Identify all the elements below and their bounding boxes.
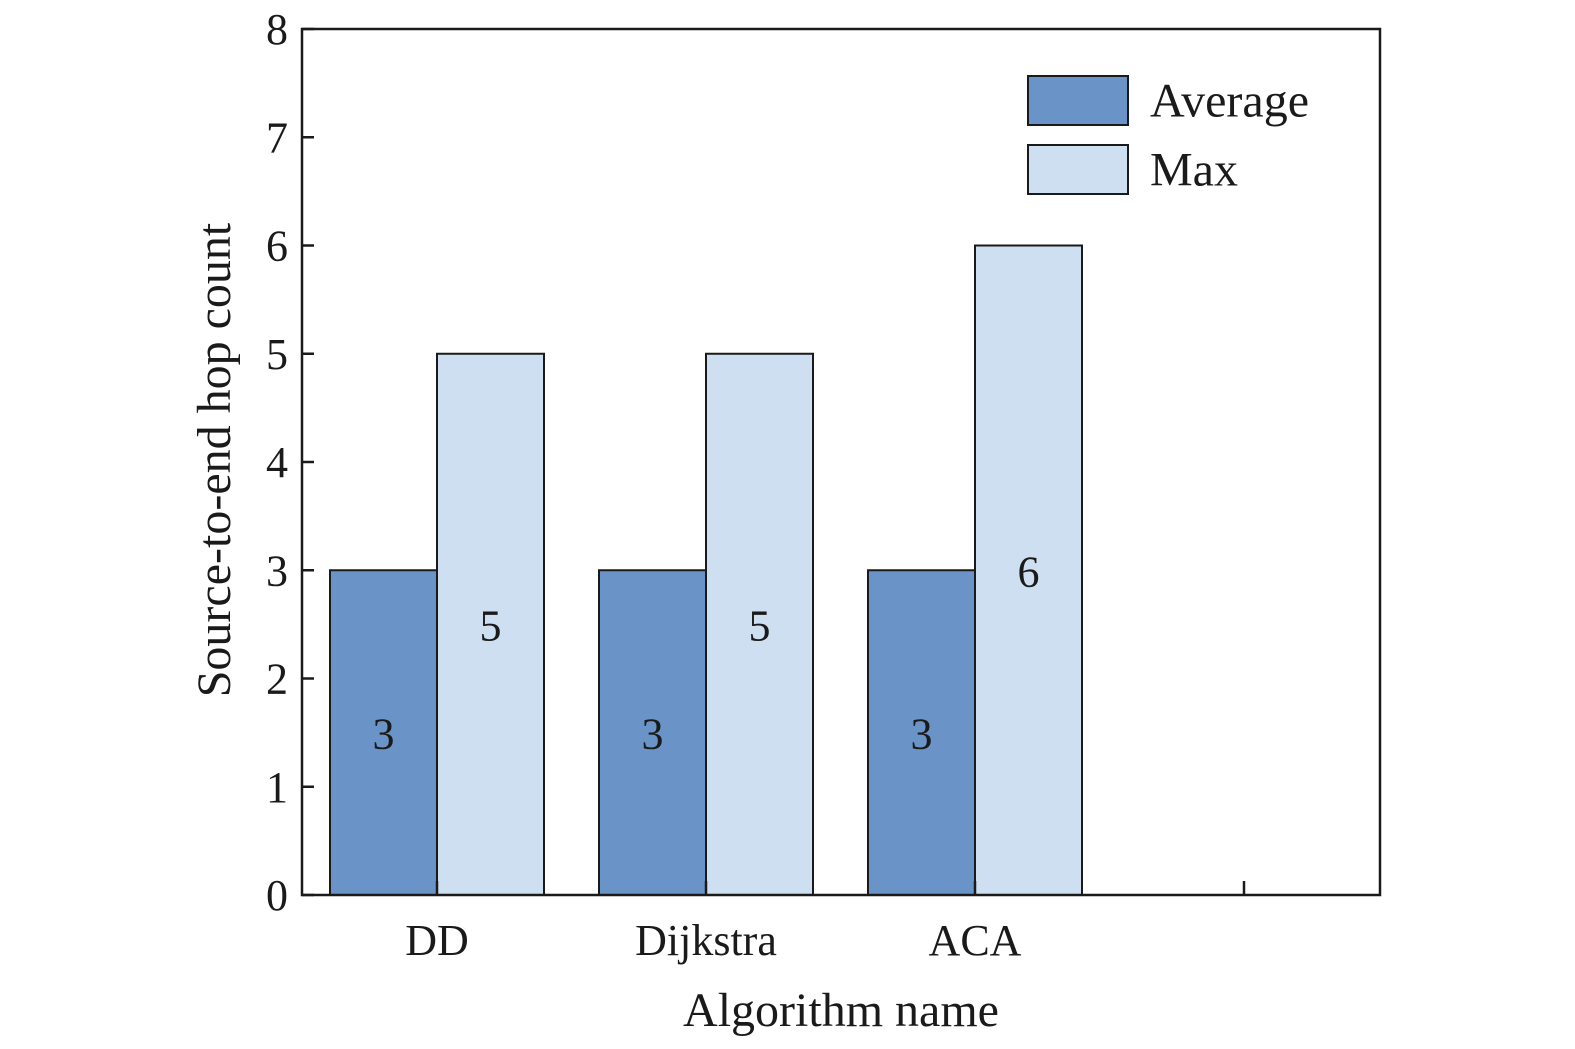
y-tick-label: 7 — [266, 113, 288, 162]
data-label-average-dijkstra: 3 — [642, 710, 664, 759]
bar-max-dijkstra — [705, 352, 814, 896]
y-tick-label: 0 — [266, 871, 288, 920]
legend-label-max: Max — [1150, 144, 1238, 197]
x-tick-label: Dijkstra — [635, 916, 777, 965]
legend: Average Max — [1027, 75, 1309, 197]
data-label-max-dijkstra: 5 — [749, 601, 771, 650]
y-tick-label: 2 — [266, 655, 288, 704]
data-label-average-aca: 3 — [911, 710, 933, 759]
x-tick-label: DD — [405, 916, 469, 965]
y-tick-label: 4 — [266, 438, 288, 487]
x-tick-label: ACA — [929, 916, 1022, 965]
axis-ticks-layer: 0 1 2 3 4 5 6 7 8 DD Dijkstra ACA — [266, 5, 1246, 965]
y-tick-label: 5 — [266, 330, 288, 379]
bars-layer — [329, 244, 1083, 896]
y-axis-title: Source-to-end hop count — [188, 222, 241, 697]
bar-max-aca — [974, 244, 1083, 896]
x-axis-title: Algorithm name — [683, 984, 999, 1037]
data-label-average-dd: 3 — [373, 710, 395, 759]
legend-swatch-average — [1027, 75, 1129, 126]
data-label-max-dd: 5 — [480, 601, 502, 650]
y-tick-label: 1 — [266, 763, 288, 812]
legend-swatch-max — [1027, 144, 1129, 195]
y-tick-label: 8 — [266, 5, 288, 54]
y-tick-label: 3 — [266, 546, 288, 595]
data-label-max-aca: 6 — [1018, 547, 1040, 596]
legend-label-average: Average — [1150, 75, 1309, 128]
data-labels-layer: 3 5 3 5 3 6 — [373, 547, 1040, 758]
y-tick-label: 6 — [266, 222, 288, 271]
bar-average-dijkstra — [598, 569, 707, 896]
bar-average-dd — [329, 569, 438, 896]
bar-max-dd — [436, 352, 545, 896]
bar-average-aca — [867, 569, 976, 896]
